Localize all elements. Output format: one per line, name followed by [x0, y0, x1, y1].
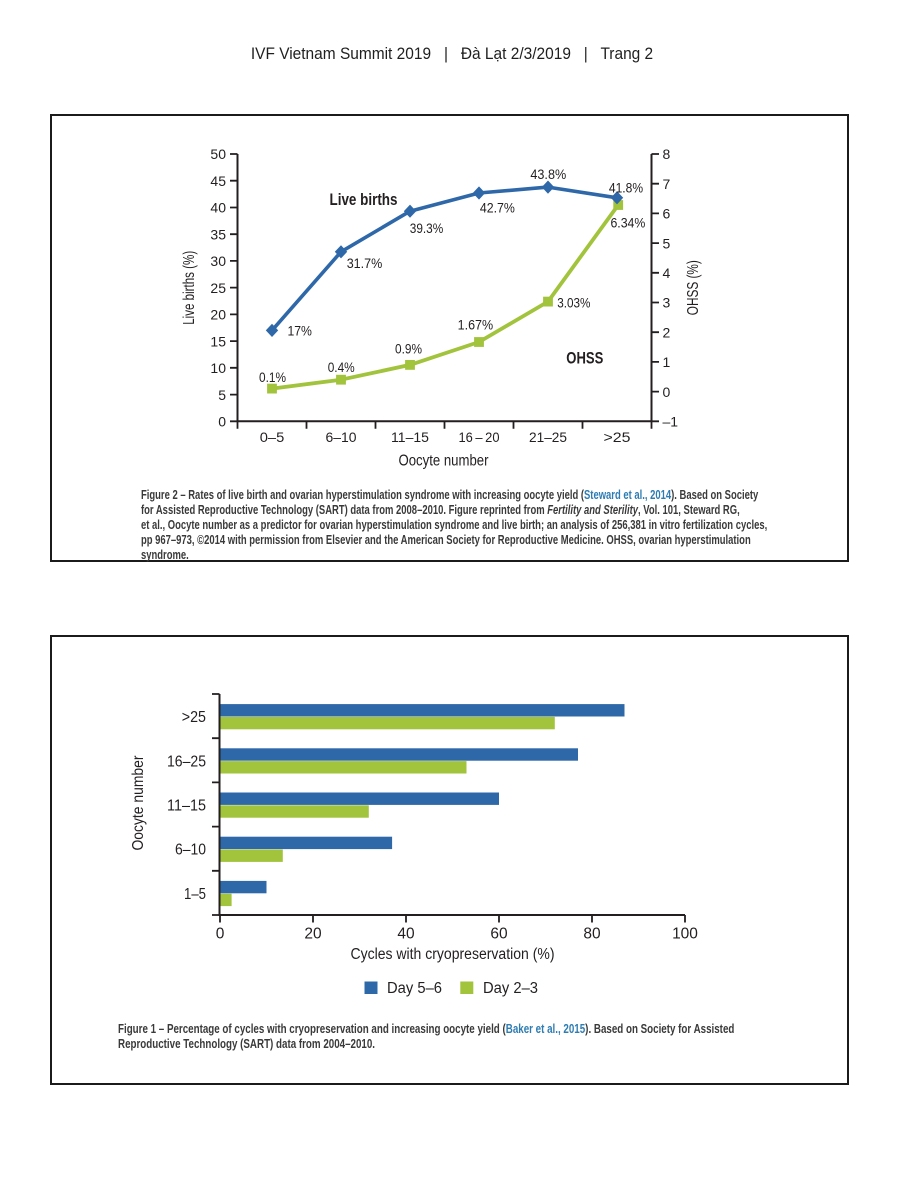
- svg-text:16–25: 16–25: [167, 753, 206, 770]
- svg-text:3.03%: 3.03%: [557, 294, 590, 310]
- svg-text:43.8%: 43.8%: [530, 166, 566, 182]
- svg-text:OHSS: OHSS: [566, 349, 603, 367]
- svg-text:40: 40: [397, 926, 415, 943]
- svg-text:21–25: 21–25: [529, 429, 567, 445]
- svg-text:50: 50: [210, 146, 226, 162]
- svg-text:Day 5–6: Day 5–6: [387, 980, 442, 997]
- svg-text:41.8%: 41.8%: [609, 180, 643, 196]
- svg-text:25: 25: [210, 280, 226, 296]
- svg-text:–1: –1: [663, 414, 679, 430]
- svg-text:45: 45: [210, 173, 226, 189]
- svg-text:11–15: 11–15: [391, 429, 429, 445]
- svg-text:>25: >25: [182, 709, 206, 726]
- svg-text:0: 0: [218, 414, 226, 430]
- svg-text:0: 0: [216, 926, 225, 943]
- svg-text:60: 60: [490, 926, 508, 943]
- svg-text:0.1%: 0.1%: [259, 369, 286, 385]
- svg-text:6–10: 6–10: [326, 429, 357, 445]
- svg-text:3: 3: [663, 295, 671, 311]
- svg-text:8: 8: [663, 146, 671, 162]
- svg-text:1.67%: 1.67%: [458, 316, 494, 332]
- svg-text:7: 7: [663, 176, 671, 192]
- svg-text:39.3%: 39.3%: [410, 220, 444, 236]
- svg-text:0: 0: [663, 384, 671, 400]
- svg-text:80: 80: [583, 926, 601, 943]
- svg-text:0–5: 0–5: [260, 429, 285, 445]
- svg-text:Cycles with cryopreservation (: Cycles with cryopreservation (%): [351, 946, 555, 963]
- svg-text:OHSS (%): OHSS (%): [685, 260, 702, 315]
- svg-text:Oocyte number: Oocyte number: [399, 453, 489, 470]
- svg-text:6.34%: 6.34%: [610, 214, 645, 230]
- svg-text:>25: >25: [604, 429, 631, 445]
- svg-text:Live births: Live births: [330, 191, 398, 209]
- svg-text:1–5: 1–5: [184, 886, 206, 903]
- svg-text:42.7%: 42.7%: [480, 200, 515, 216]
- svg-text:2: 2: [663, 324, 671, 340]
- svg-text:11–15: 11–15: [167, 798, 206, 815]
- svg-text:5: 5: [218, 387, 226, 403]
- svg-text:Live births (%): Live births (%): [181, 251, 198, 325]
- svg-text:100: 100: [672, 926, 698, 943]
- svg-text:40: 40: [210, 200, 226, 216]
- svg-text:6: 6: [663, 206, 671, 222]
- svg-text:10: 10: [210, 360, 226, 376]
- svg-text:35: 35: [210, 226, 226, 242]
- svg-text:Oocyte number: Oocyte number: [130, 756, 147, 851]
- svg-text:17%: 17%: [287, 323, 312, 339]
- svg-text:5: 5: [663, 235, 671, 251]
- svg-text:Day 2–3: Day 2–3: [483, 980, 538, 997]
- svg-text:6–10: 6–10: [175, 842, 206, 859]
- svg-text:1: 1: [663, 354, 671, 370]
- svg-text:0.9%: 0.9%: [395, 341, 422, 357]
- svg-text:15: 15: [210, 333, 226, 349]
- svg-text:4: 4: [663, 265, 671, 281]
- svg-text:20: 20: [210, 307, 226, 323]
- svg-text:16 – 20: 16 – 20: [459, 429, 500, 445]
- svg-text:31.7%: 31.7%: [347, 255, 383, 271]
- svg-text:30: 30: [210, 253, 226, 269]
- svg-text:20: 20: [304, 926, 322, 943]
- svg-text:0.4%: 0.4%: [328, 359, 355, 375]
